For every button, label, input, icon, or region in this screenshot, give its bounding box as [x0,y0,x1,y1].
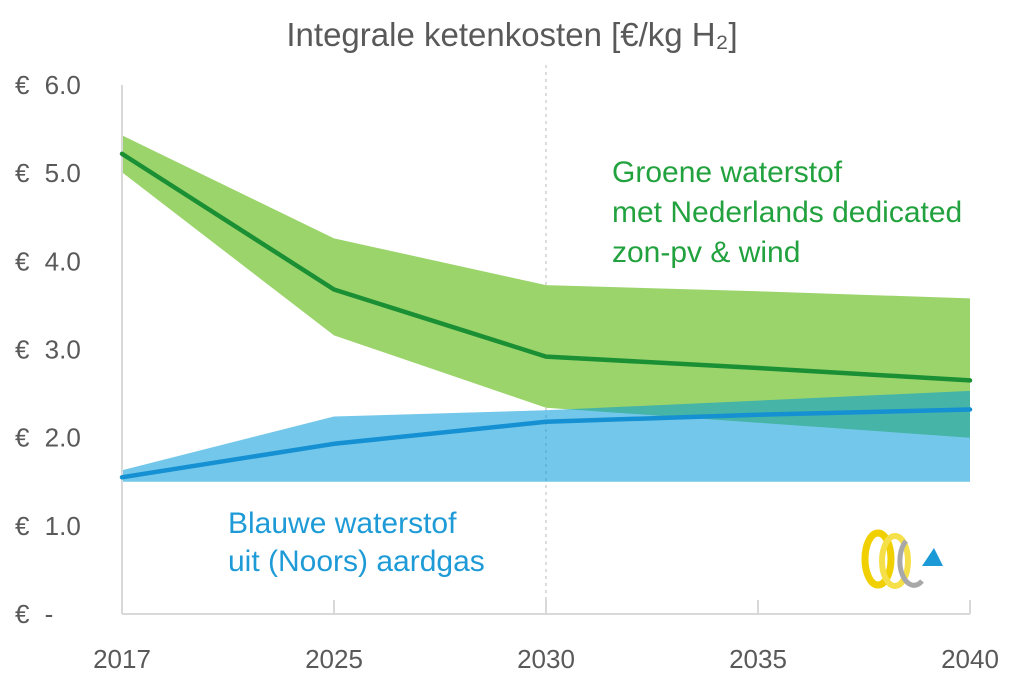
logo-icon [861,529,943,589]
blue-hydrogen-line [119,407,973,480]
logo-swirl-icon [897,539,924,588]
y-tick-label: € - [15,599,53,629]
tick-layer: € 6.0 € 5.0 € 4.0 € 3.0 € 2.0 € 1.0 € - 2017 202… [15,70,999,674]
series-line-layer [119,151,973,480]
logo-ring-icon [879,533,911,589]
range-band-layer [122,135,970,482]
y-tick-label: € 4.0 [15,246,81,276]
y-tick-label: € 6.0 [15,70,81,100]
logo-triangle-icon [922,548,943,566]
x-tick-label: 2035 [729,644,787,674]
y-tick-label: € 5.0 [15,158,81,188]
chart-title: Integrale ketenkosten [€/kg H₂] [286,16,737,53]
y-tick-label: € 1.0 [15,511,81,541]
logo-ring-icon [861,529,895,589]
series-annotation-layer: Groene waterstof met Nederlands dedicate… [228,156,962,578]
blue-hydrogen-label-line: uit (Noors) aardgas [228,545,485,578]
x-tick-label: 2017 [93,644,151,674]
x-tick-label: 2040 [941,644,999,674]
y-tick-label: € 3.0 [15,335,81,365]
x-tick-label: 2030 [517,644,575,674]
green-hydrogen-label-line: met Nederlands dedicated [612,196,962,229]
green-hydrogen-label-line: Groene waterstof [612,156,843,189]
y-tick-label: € 2.0 [15,423,81,453]
green-hydrogen-label-line: zon-pv & wind [612,236,800,269]
green-hydrogen-line [119,151,973,383]
green-hydrogen-range-band [122,135,970,438]
x-tick-label: 2025 [305,644,363,674]
blue-hydrogen-label-line: Blauwe waterstof [228,507,457,540]
